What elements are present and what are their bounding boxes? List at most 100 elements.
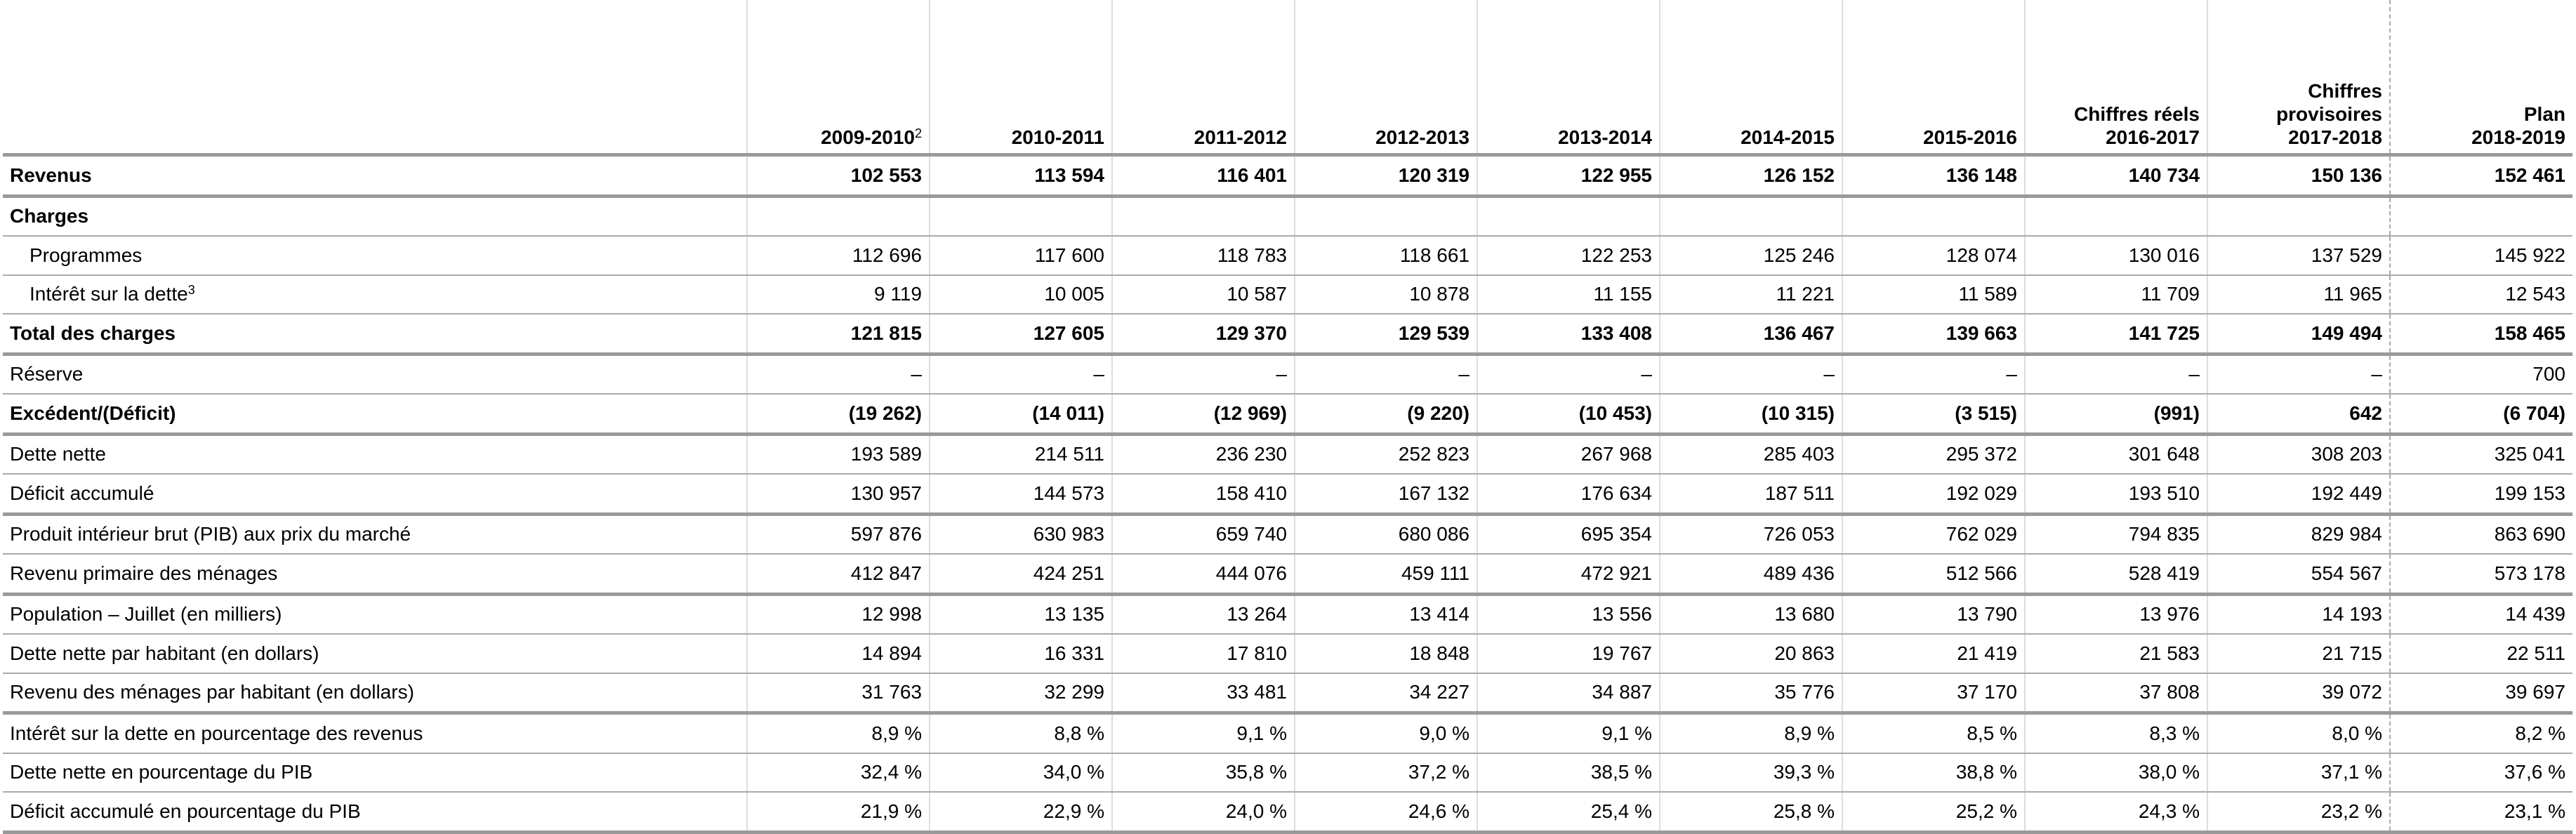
cell-value: 136 148 [1842,154,2025,198]
cell-value: 630 983 [929,514,1112,555]
cell-value: 11 965 [2207,274,2390,315]
column-header: Chiffres provisoires 2017-2018 [2207,0,2390,157]
cell-value: 8,9 % [746,713,930,754]
cell-value: 32 299 [929,673,1112,715]
cell-value: 13 135 [929,594,1112,635]
table-row: Total des charges 121 815 127 605 129 370 12… [3,314,2572,356]
cell-value: 37 170 [1842,673,2025,715]
cell-value: 102 553 [746,154,930,198]
cell-value: 554 567 [2207,554,2390,596]
row-label-text: Dette nette en pourcentage du PIB [10,761,313,783]
footnote-ref: 3 [187,283,195,298]
cell-value: 13 790 [1842,594,2025,635]
cell-value: – [1294,354,1477,395]
cell-value: 13 414 [1294,594,1477,635]
cell-value: 21 715 [2207,634,2390,674]
cell-value: 512 566 [1842,554,2025,596]
cell-value: 139 663 [1842,314,2025,356]
header-line: Chiffres [2308,80,2382,102]
row-label-text: Déficit accumulé en pourcentage du PIB [10,800,361,822]
table-body: Revenus 102 553 113 594 116 401 120 319 122 9… [3,154,2572,834]
cell-value: 22,9 % [929,792,1112,834]
cell-value: 489 436 [1659,554,1842,596]
cell-value: (3 515) [1842,394,2025,436]
cell-value: 8,0 % [2207,713,2390,754]
header-line: 2011-2012 [1194,126,1287,148]
cell-value: 11 589 [1842,274,2025,315]
cell-value: 573 178 [2389,554,2572,596]
row-label-text: Programmes [29,244,143,266]
row-label: Total des charges [3,314,747,356]
cell-value: 149 494 [2207,314,2390,356]
row-label: Programmes [3,236,747,276]
cell-value: 133 408 [1477,314,1660,356]
cell-value: 308 203 [2207,434,2390,475]
column-header: 2013-2014 [1477,0,1660,157]
cell-value: 17 810 [1111,634,1295,674]
cell-value [1111,196,1295,237]
cell-value: 12 998 [746,594,930,635]
cell-value: (991) [2024,394,2207,436]
cell-value: 444 076 [1111,554,1295,596]
cell-value: 129 539 [1294,314,1477,356]
cell-value: 130 016 [2024,236,2207,276]
row-label: Intérêt sur la dette3 [3,274,747,315]
cell-value [1842,196,2025,237]
cell-value: 193 589 [746,434,930,475]
cell-value: 141 725 [2024,314,2207,356]
cell-value: 8,9 % [1659,713,1842,754]
cell-value: 23,1 % [2389,792,2572,834]
header-line: provisoires [2276,103,2382,125]
cell-value: 37,2 % [1294,753,1477,793]
cell-value: (14 011) [929,394,1112,436]
cell-value: 127 605 [929,314,1112,356]
cell-value: 38,5 % [1477,753,1660,793]
cell-value: – [1477,354,1660,395]
table-row: Dette nette 193 589 214 511 236 230 252 823 2… [3,434,2572,475]
cell-value: 695 354 [1477,514,1660,555]
header-line: 2010-2011 [1011,126,1104,148]
cell-value: 13 680 [1659,594,1842,635]
header-line: 2018-2019 [2471,126,2565,148]
cell-value: 140 734 [2024,154,2207,198]
header-corner [3,0,747,157]
row-label: Revenu primaire des ménages [3,554,747,596]
cell-value: 25,4 % [1477,792,1660,834]
row-label: Intérêt sur la dette en pourcentage des … [3,713,747,754]
cell-value: 150 136 [2207,154,2390,198]
header-line: Plan [2523,103,2565,125]
cell-value: 176 634 [1477,474,1660,516]
cell-value: 21,9 % [746,792,930,834]
row-label: Revenus [3,154,747,198]
header-line: 2009-2010 [821,126,915,148]
cell-value: 700 [2389,354,2572,395]
cell-value: 128 074 [1842,236,2025,276]
table-row: Dette nette en pourcentage du PIB 32,4 % 3… [3,753,2572,793]
cell-value: 126 152 [1659,154,1842,198]
cell-value: – [2207,354,2390,395]
cell-value: 8,8 % [929,713,1112,754]
cell-value: – [746,354,930,395]
cell-value: 37,6 % [2389,753,2572,793]
column-header: 2014-2015 [1659,0,1842,157]
cell-value: 37 808 [2024,673,2207,715]
cell-value: 9,1 % [1477,713,1660,754]
cell-value: (6 704) [2389,394,2572,436]
cell-value: 137 529 [2207,236,2390,276]
cell-value: (10 315) [1659,394,1842,436]
cell-value: 301 648 [2024,434,2207,475]
column-header: 2012-2013 [1294,0,1477,157]
row-label: Charges [3,196,747,237]
footnote-ref: 2 [914,126,922,140]
cell-value: 22 511 [2389,634,2572,674]
table-row: Excédent/(Déficit) (19 262) (14 011) (12 96… [3,394,2572,436]
cell-value: 528 419 [2024,554,2207,596]
row-label: Produit intérieur brut (PIB) aux prix du… [3,514,747,555]
cell-value: 726 053 [1659,514,1842,555]
cell-value: 34 227 [1294,673,1477,715]
header-line: 2014-2015 [1741,126,1835,148]
cell-value: 829 984 [2207,514,2390,555]
row-label: Dette nette en pourcentage du PIB [3,753,747,793]
cell-value [2024,196,2207,237]
